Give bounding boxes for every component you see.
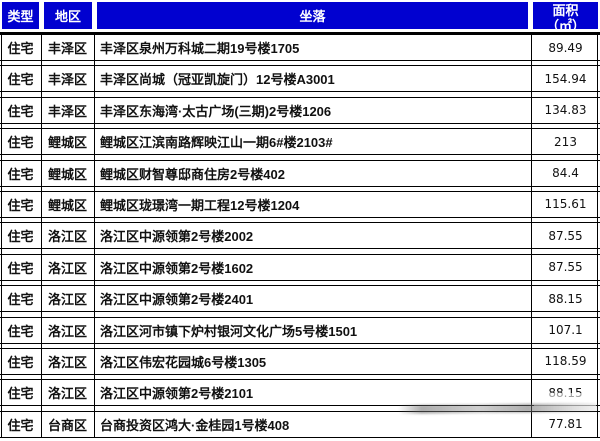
type-cell[interactable]: 住宅 — [7, 103, 34, 119]
type-cell[interactable]: 住宅 — [7, 135, 34, 151]
district-cell[interactable]: 鲤城区 — [47, 166, 87, 182]
table-row: 住宅洛江区洛江区中源领第2号楼210188.15 — [0, 379, 600, 407]
location-cell[interactable]: 丰泽区泉州万科城二期19号楼1705 — [100, 41, 300, 56]
district-cell[interactable]: 丰泽区 — [47, 41, 87, 56]
area-cell[interactable]: 107.1 — [548, 323, 583, 338]
location-cell[interactable]: 鲤城区江滨南路辉映江山一期6#楼2103# — [100, 135, 333, 151]
type-cell[interactable]: 住宅 — [7, 41, 34, 56]
location-cell[interactable]: 台商投资区鸿大·金桂园1号楼408 — [100, 417, 290, 433]
district-cell[interactable]: 台商区 — [47, 417, 87, 433]
area-cell[interactable]: 89.49 — [548, 40, 583, 55]
type-cell[interactable]: 住宅 — [7, 72, 34, 88]
type-cell[interactable]: 住宅 — [7, 417, 34, 433]
table-row: 住宅 鲤城区 鲤城区珑璟湾一期工程12号楼1204 115.61 — [0, 190, 600, 218]
district-cell[interactable]: 鲤城区 — [47, 135, 87, 151]
area-cell[interactable]: 87.55 — [548, 260, 583, 275]
location-cell[interactable]: 丰泽区尚城（冠亚凯旋门）12号楼A3001 — [100, 72, 335, 88]
column-header-area[interactable]: 面积 （㎡） — [533, 2, 598, 29]
table-row: 住宅 洛江区 洛江区中源领第2号楼1602 87.55 — [0, 253, 600, 281]
location-cell[interactable]: 洛江区河市镇下炉村银河文化广场5号楼1501 — [100, 323, 358, 339]
location-cell[interactable]: 洛江区中源领第2号楼1602 — [100, 260, 254, 276]
header-gap — [0, 29, 600, 32]
district-cell[interactable]: 洛江区 — [47, 292, 87, 308]
type-cell[interactable]: 住宅 — [7, 260, 34, 276]
area-cell[interactable]: 154.94 — [544, 71, 587, 86]
type-cell[interactable]: 住宅 — [7, 229, 34, 245]
table-row: 住宅 鲤城区 鲤城区财智尊邸商住房2号楼402 84.4 — [0, 159, 600, 187]
location-cell[interactable]: 鲤城区珑璟湾一期工程12号楼1204 — [100, 197, 300, 213]
table-row: 住宅 洛江区 洛江区河市镇下炉村银河文化广场5号楼1501 107.1 — [0, 316, 600, 344]
location-cell[interactable]: 丰泽区东海湾·太古广场(三期)2号楼1206 — [100, 103, 332, 119]
header-bottom-border — [0, 32, 600, 34]
district-cell[interactable]: 洛江区 — [47, 260, 87, 276]
column-header-type[interactable]: 类型 — [2, 2, 39, 29]
table-row: 住宅 洛江区 洛江区伟宏花园城6号楼1305 118.59 — [0, 347, 600, 375]
location-cell[interactable]: 鲤城区财智尊邸商住房2号楼402 — [100, 166, 285, 182]
table-row: 住宅 丰泽区 丰泽区尚城（冠亚凯旋门）12号楼A3001 154.94 — [0, 65, 600, 93]
location-cell[interactable]: 洛江区中源领第2号楼2101 — [100, 386, 254, 402]
district-cell[interactable]: 丰泽区 — [47, 72, 87, 88]
district-cell[interactable]: 丰泽区 — [47, 103, 87, 119]
type-cell[interactable]: 住宅 — [7, 197, 34, 213]
district-cell[interactable]: 洛江区 — [47, 386, 87, 402]
district-cell[interactable]: 洛江区 — [47, 354, 87, 370]
column-header-location[interactable]: 坐落 — [97, 2, 528, 29]
location-cell[interactable]: 洛江区伟宏花园城6号楼1305 — [100, 354, 267, 370]
district-cell[interactable]: 鲤城区 — [47, 197, 87, 213]
area-cell[interactable]: 77.81 — [548, 417, 583, 432]
column-header-district[interactable]: 地区 — [44, 2, 92, 29]
table-row: 住宅 鲤城区 鲤城区江滨南路辉映江山一期6#楼2103# 213 — [0, 128, 600, 156]
table-header-row: 类型 地区 坐落 面积 （㎡） — [0, 0, 600, 29]
area-cell[interactable]: 84.4 — [552, 166, 579, 181]
table-row: 住宅 洛江区 洛江区中源领第2号楼2002 87.55 — [0, 222, 600, 250]
type-cell[interactable]: 住宅 — [7, 323, 34, 339]
table-row: 住宅 丰泽区 丰泽区东海湾·太古广场(三期)2号楼1206 134.83 — [0, 96, 600, 124]
district-cell[interactable]: 洛江区 — [47, 323, 87, 339]
column-header-area-line2: （㎡） — [545, 18, 585, 29]
column-header-area-line1: 面积 — [552, 3, 579, 18]
area-cell[interactable]: 87.55 — [548, 228, 583, 243]
table-row: 住宅 洛江区 洛江区中源领第2号楼2401 88.15 — [0, 285, 600, 313]
area-cell[interactable]: 118.59 — [544, 354, 587, 369]
table-body: 住宅 丰泽区 丰泽区泉州万科城二期19号楼1705 89.49 住宅 丰泽区 丰泽区尚城（冠… — [0, 34, 600, 438]
area-cell[interactable]: 134.83 — [544, 103, 587, 118]
location-cell[interactable]: 洛江区中源领第2号楼2401 — [100, 292, 254, 308]
table-row: 住宅 丰泽区 丰泽区泉州万科城二期19号楼1705 89.49 — [0, 34, 600, 61]
type-cell[interactable]: 住宅 — [7, 386, 34, 402]
location-cell[interactable]: 洛江区中源领第2号楼2002 — [100, 229, 254, 245]
type-cell[interactable]: 住宅 — [7, 292, 34, 308]
table-row: 住宅 台商区 台商投资区鸿大·金桂园1号楼408 77.81 — [0, 410, 600, 438]
area-cell[interactable]: 115.61 — [544, 197, 587, 212]
area-cell[interactable]: 88.15 — [548, 291, 583, 306]
type-cell[interactable]: 住宅 — [7, 166, 34, 182]
area-cell[interactable]: 213 — [554, 134, 577, 149]
watermark-whitewash-patch — [534, 393, 596, 406]
district-cell[interactable]: 洛江区 — [47, 229, 87, 245]
type-cell[interactable]: 住宅 — [7, 354, 34, 370]
